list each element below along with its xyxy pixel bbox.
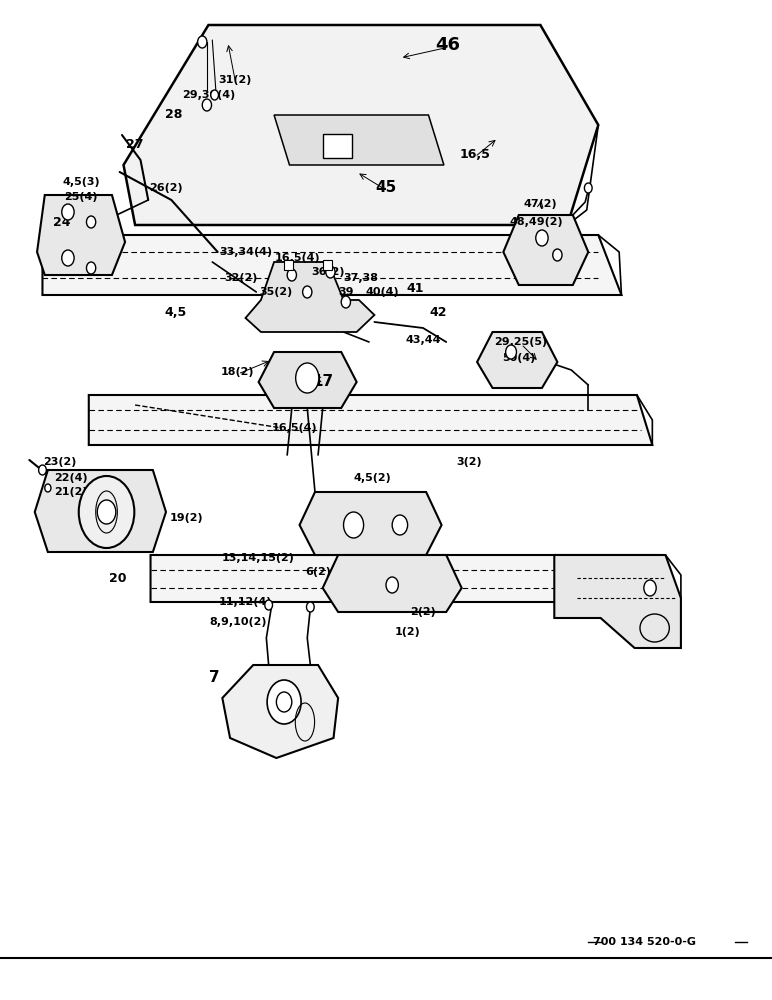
Text: 18(2): 18(2) [221, 367, 255, 377]
Text: 29,25(5): 29,25(5) [495, 337, 547, 347]
Text: 16,5: 16,5 [459, 148, 490, 161]
Text: 36(2): 36(2) [311, 267, 345, 277]
Circle shape [303, 286, 312, 298]
Text: 16,5(4): 16,5(4) [274, 253, 320, 263]
Text: 17: 17 [312, 374, 334, 389]
Text: 1(2): 1(2) [394, 627, 421, 637]
Text: 40(4): 40(4) [365, 287, 399, 297]
Text: 32(2): 32(2) [224, 273, 258, 283]
Text: 2(2): 2(2) [410, 607, 436, 617]
Text: 39: 39 [338, 287, 354, 297]
Text: 24: 24 [53, 216, 70, 229]
Text: 42: 42 [430, 306, 447, 318]
Polygon shape [37, 195, 125, 275]
Text: 21(2): 21(2) [54, 487, 88, 497]
Text: 43,44: 43,44 [405, 335, 441, 345]
Polygon shape [35, 470, 166, 552]
Polygon shape [274, 115, 444, 165]
Text: 28: 28 [165, 108, 182, 121]
Polygon shape [222, 665, 338, 758]
Circle shape [386, 577, 398, 593]
Text: 8,9,10(2): 8,9,10(2) [209, 617, 266, 627]
Text: 33,34(4): 33,34(4) [219, 247, 272, 257]
Text: 47(2): 47(2) [523, 199, 557, 209]
Text: 41: 41 [407, 282, 424, 294]
Circle shape [584, 183, 592, 193]
Text: 4,5(2): 4,5(2) [354, 473, 391, 483]
Text: 27: 27 [127, 138, 144, 151]
Circle shape [211, 90, 218, 100]
Text: 20: 20 [109, 572, 126, 584]
Circle shape [202, 99, 212, 111]
Circle shape [344, 512, 364, 538]
Bar [323, 260, 332, 270]
Polygon shape [300, 492, 442, 555]
Circle shape [62, 250, 74, 266]
Bar [284, 260, 293, 270]
Polygon shape [503, 215, 588, 285]
Text: 50(4): 50(4) [502, 353, 536, 363]
Text: 16,5(4): 16,5(4) [272, 423, 318, 433]
Text: 25(4): 25(4) [64, 192, 98, 202]
Text: 4,5(3): 4,5(3) [63, 177, 100, 187]
Text: 4,5: 4,5 [165, 306, 187, 318]
Circle shape [296, 363, 319, 393]
Circle shape [276, 692, 292, 712]
Circle shape [341, 296, 350, 308]
Text: 45: 45 [375, 180, 397, 196]
Circle shape [392, 515, 408, 535]
Text: 700 134 520-0-G: 700 134 520-0-G [593, 937, 696, 947]
Text: 3(2): 3(2) [456, 457, 482, 467]
Circle shape [265, 600, 273, 610]
Text: 48,49(2): 48,49(2) [510, 217, 564, 227]
Text: 13,14,15(2): 13,14,15(2) [222, 553, 295, 563]
Circle shape [97, 500, 116, 524]
Polygon shape [124, 25, 598, 225]
Polygon shape [477, 332, 557, 388]
Circle shape [62, 204, 74, 220]
Circle shape [536, 230, 548, 246]
Circle shape [644, 580, 656, 596]
Text: 35(2): 35(2) [259, 287, 293, 297]
Circle shape [506, 345, 516, 359]
Circle shape [553, 249, 562, 261]
Polygon shape [323, 555, 462, 612]
Text: 46: 46 [435, 36, 460, 54]
Text: 37,38: 37,38 [344, 273, 379, 283]
Polygon shape [259, 352, 357, 408]
Polygon shape [245, 262, 374, 332]
Circle shape [45, 484, 51, 492]
Text: 7: 7 [209, 670, 220, 686]
Polygon shape [89, 395, 652, 445]
Circle shape [198, 36, 207, 48]
Circle shape [86, 262, 96, 274]
Text: 23(2): 23(2) [43, 457, 77, 467]
Circle shape [86, 216, 96, 228]
Circle shape [306, 602, 314, 612]
Text: 22(4): 22(4) [54, 473, 88, 483]
Text: 6(2): 6(2) [305, 567, 331, 577]
Circle shape [287, 269, 296, 281]
Circle shape [39, 465, 46, 475]
Polygon shape [554, 555, 681, 648]
Text: 31(2): 31(2) [218, 75, 252, 85]
Circle shape [326, 266, 335, 278]
Circle shape [267, 680, 301, 724]
Polygon shape [42, 235, 621, 295]
Bar [323, 134, 352, 158]
Circle shape [79, 476, 134, 548]
Text: 29,30(4): 29,30(4) [182, 90, 235, 100]
Text: 19(2): 19(2) [170, 513, 204, 523]
Text: 26(2): 26(2) [149, 183, 183, 193]
Text: 11,12(4): 11,12(4) [218, 597, 273, 607]
Polygon shape [151, 555, 675, 602]
